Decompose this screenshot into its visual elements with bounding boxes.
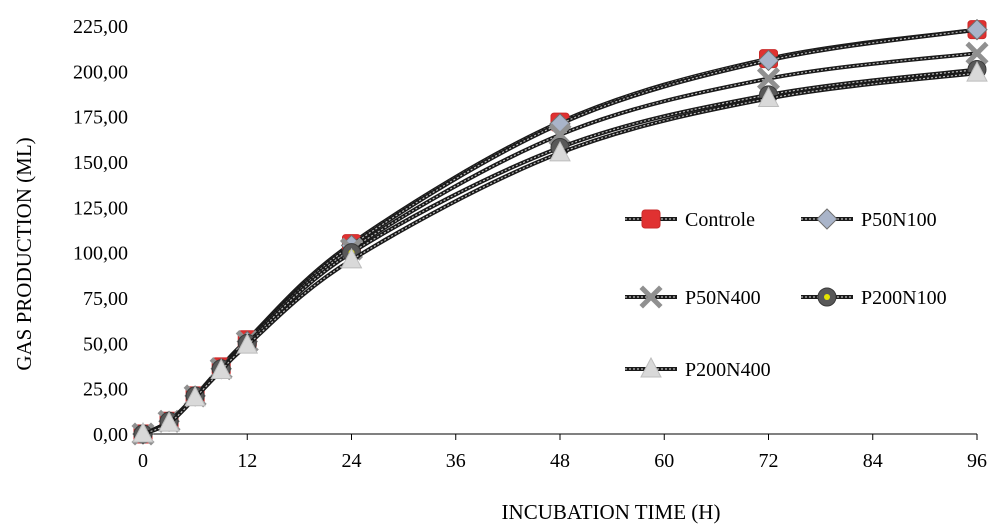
x-tick-label: 36 (446, 450, 466, 472)
legend-entry: Controle (625, 209, 755, 231)
data-point-triangle-marker (549, 140, 571, 162)
y-tick-label: 175,00 (73, 107, 128, 129)
y-tick-label: 200,00 (73, 61, 128, 83)
y-tick-label: 100,00 (73, 243, 128, 265)
x-tick-label: 0 (138, 450, 148, 472)
legend-label: P50N100 (861, 209, 937, 231)
x-tick-label: 12 (237, 450, 257, 472)
y-tick-label: 125,00 (73, 197, 128, 219)
legend-circle-marker (817, 287, 837, 307)
x-tick-label: 72 (759, 450, 779, 472)
y-tick-label: 50,00 (83, 333, 128, 355)
y-tick-label: 0,00 (93, 424, 128, 446)
data-point-triangle-marker (132, 421, 154, 443)
data-point-triangle-marker (158, 411, 180, 432)
axes: 0,00 25,00 50,00 75,00 100,00 125,00 150,00 175… (73, 16, 987, 472)
legend: Controle P50N100 P50N400 P200N100 P200N400 (625, 208, 947, 381)
data-point-triangle-marker (210, 358, 233, 380)
series-line (142, 27, 978, 436)
series-layer (131, 18, 989, 446)
legend-label: P50N400 (685, 287, 761, 309)
y-axis-title: GAS PRODUCTION (ML) (12, 137, 36, 370)
x-tick-label: 24 (342, 450, 362, 472)
series-2 (131, 41, 989, 446)
legend-triangle-marker (640, 356, 662, 378)
x-tick-label: 84 (863, 450, 883, 472)
data-point-triangle-marker (236, 333, 259, 354)
legend-entry: P200N400 (625, 356, 771, 381)
legend-diamond-marker (816, 208, 838, 230)
series-line (142, 27, 978, 436)
x-tick-label: 96 (967, 450, 987, 472)
legend-label: P200N100 (861, 287, 947, 309)
series-line (142, 51, 978, 436)
legend-x-marker (639, 285, 663, 309)
legend-entry: P50N400 (625, 285, 761, 309)
series-line-texture (142, 29, 978, 435)
x-axis-title: INCUBATION TIME (H) (502, 500, 721, 524)
x-tick-label: 48 (550, 450, 570, 472)
x-tick-label: 60 (654, 450, 674, 472)
data-point-x-marker (965, 41, 989, 65)
legend-label: P200N400 (685, 359, 771, 381)
legend-entry: P200N100 (801, 287, 947, 309)
data-point-diamond-marker (757, 49, 780, 72)
series-line-texture (142, 29, 978, 435)
y-tick-label: 150,00 (73, 152, 128, 174)
y-tick-label: 75,00 (83, 288, 128, 310)
data-point-x-marker (756, 67, 781, 91)
legend-square-marker (641, 209, 661, 229)
series-line-texture (142, 52, 978, 435)
data-point-triangle-marker (340, 247, 363, 269)
legend-entry: P50N100 (801, 208, 937, 231)
legend-label: Controle (685, 209, 755, 231)
data-point-triangle-marker (966, 61, 988, 82)
series-4 (132, 61, 988, 443)
data-point-triangle-marker (757, 86, 780, 108)
y-tick-label: 25,00 (83, 379, 128, 401)
data-point-diamond-marker (966, 18, 988, 41)
data-point-triangle-marker (184, 385, 206, 407)
y-tick-label: 225,00 (73, 16, 128, 38)
